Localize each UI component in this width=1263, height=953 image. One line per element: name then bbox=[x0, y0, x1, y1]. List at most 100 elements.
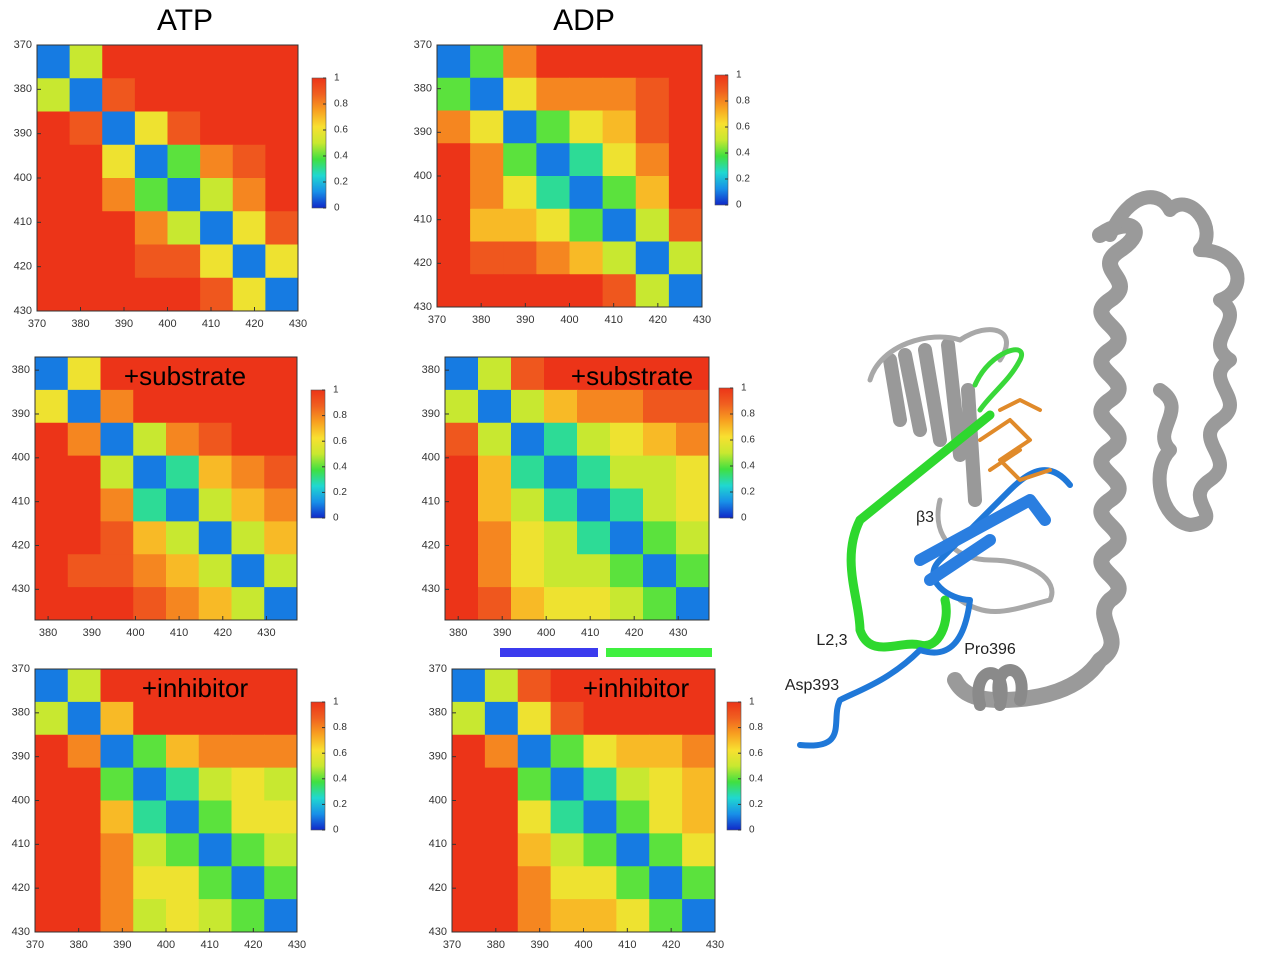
heatmap-cell bbox=[68, 554, 101, 587]
heatmap-cell bbox=[603, 209, 637, 242]
colorbar-tick-label: 0.4 bbox=[736, 148, 750, 159]
heatmap-cell bbox=[101, 768, 134, 801]
figure: β3 L2,3 Pro396 Asp393 370380390400410420… bbox=[0, 0, 1263, 953]
heatmap-cell bbox=[265, 78, 298, 112]
heatmap-cell bbox=[603, 242, 637, 275]
colorbar-tick-label: 1 bbox=[333, 697, 339, 708]
heatmap-cell bbox=[199, 554, 232, 587]
heatmap-cell bbox=[168, 78, 201, 112]
heatmap-cell bbox=[135, 245, 168, 279]
heatmap-cell bbox=[135, 278, 168, 312]
colorbar-tick-label: 0.6 bbox=[741, 435, 755, 446]
heatmap-cell bbox=[669, 274, 703, 307]
heatmap-cell bbox=[682, 768, 715, 801]
heatmap-cell bbox=[199, 702, 232, 735]
heatmap-cell bbox=[265, 178, 298, 212]
x-tick-label: 420 bbox=[244, 939, 262, 951]
heatmap-cell bbox=[232, 554, 265, 587]
x-tick-label: 410 bbox=[581, 627, 599, 639]
heatmap-cell bbox=[503, 78, 537, 111]
colorbar-tick-label: 1 bbox=[334, 73, 340, 84]
heatmap-cell bbox=[511, 554, 545, 587]
x-tick-label: 380 bbox=[449, 627, 467, 639]
heatmap-cell bbox=[577, 521, 611, 554]
x-tick-label: 430 bbox=[288, 939, 306, 951]
heatmap-cell bbox=[570, 78, 604, 111]
heatmap-cell bbox=[536, 209, 570, 242]
heatmap-cell bbox=[452, 702, 485, 735]
heatmap-cell bbox=[577, 390, 611, 423]
heatmap-cell bbox=[264, 899, 297, 932]
colorbar-tick-label: 1 bbox=[736, 70, 742, 81]
y-tick-label: 400 bbox=[12, 794, 30, 806]
heatmap-cell bbox=[68, 833, 101, 866]
y-tick-label: 390 bbox=[422, 408, 440, 420]
heatmap-cell bbox=[584, 702, 617, 735]
heatmap-cell bbox=[452, 669, 485, 702]
y-tick-label: 390 bbox=[14, 128, 32, 140]
y-tick-label: 370 bbox=[429, 663, 447, 675]
heatmap-cell bbox=[536, 176, 570, 209]
heatmap-cell bbox=[551, 833, 584, 866]
heatmap-cell bbox=[166, 554, 199, 587]
heatmap-cell bbox=[437, 209, 471, 242]
heatmap-cell bbox=[70, 278, 103, 312]
heatmap-cell bbox=[511, 423, 545, 456]
heatmap-cell bbox=[232, 899, 265, 932]
heatmap-cell bbox=[135, 78, 168, 112]
y-tick-label: 420 bbox=[422, 539, 440, 551]
panel-annotation: +substrate bbox=[124, 361, 246, 391]
colorbar-tick-label: 0 bbox=[736, 200, 742, 211]
heatmap-cell bbox=[199, 587, 232, 620]
heatmap-cell bbox=[35, 357, 68, 390]
heatmap-cell bbox=[452, 735, 485, 768]
colorbar bbox=[715, 75, 728, 205]
heatmap-cell bbox=[485, 833, 518, 866]
colorbar-tick-label: 0.8 bbox=[334, 99, 348, 110]
heatmap-cell bbox=[233, 112, 266, 146]
x-tick-label: 430 bbox=[257, 627, 275, 639]
heatmap-cell bbox=[518, 801, 551, 834]
heatmap-cell bbox=[636, 111, 670, 144]
heatmap-cell bbox=[610, 521, 644, 554]
y-tick-label: 390 bbox=[12, 408, 30, 420]
heatmap-cell bbox=[682, 801, 715, 834]
heatmap-cell bbox=[551, 735, 584, 768]
colorbar-tick-label: 0 bbox=[749, 825, 755, 836]
heatmap-cell bbox=[616, 768, 649, 801]
heatmap-cell bbox=[265, 45, 298, 79]
heatmap-cell bbox=[168, 112, 201, 146]
heatmap-cell bbox=[232, 801, 265, 834]
heatmap-cell bbox=[101, 489, 134, 522]
heatmap-cell bbox=[264, 587, 297, 620]
heatmap-cell bbox=[682, 866, 715, 899]
heatmap-cell bbox=[166, 521, 199, 554]
heatmap-cell bbox=[503, 176, 537, 209]
heatmap-cell bbox=[135, 211, 168, 245]
heatmap-cell bbox=[35, 390, 68, 423]
heatmap-cell bbox=[70, 45, 103, 79]
heatmap-cell bbox=[102, 211, 135, 245]
heatmap-cell bbox=[232, 390, 265, 423]
heatmap-cell bbox=[133, 833, 166, 866]
panel-title: ADP bbox=[553, 4, 615, 37]
heatmap-cell bbox=[233, 211, 266, 245]
x-tick-label: 400 bbox=[126, 627, 144, 639]
heatmap-cell bbox=[669, 143, 703, 176]
heatmap-cell bbox=[68, 801, 101, 834]
x-tick-label: 420 bbox=[214, 627, 232, 639]
heatmap-cell bbox=[35, 833, 68, 866]
heatmap-cell bbox=[643, 423, 677, 456]
heatmap-cell bbox=[503, 274, 537, 307]
heatmap-cell bbox=[643, 489, 677, 522]
heatmap-cell bbox=[616, 735, 649, 768]
heatmap-cell bbox=[518, 768, 551, 801]
structure-label: β3 bbox=[916, 509, 934, 526]
heatmap-cell bbox=[445, 521, 479, 554]
colorbar-tick-label: 0.4 bbox=[334, 151, 348, 162]
heatmap-cell bbox=[682, 899, 715, 932]
heatmap-cell bbox=[511, 390, 545, 423]
heatmap-cell bbox=[676, 390, 710, 423]
colorbar-tick-label: 0.6 bbox=[333, 436, 347, 447]
heatmap-cell bbox=[636, 209, 670, 242]
